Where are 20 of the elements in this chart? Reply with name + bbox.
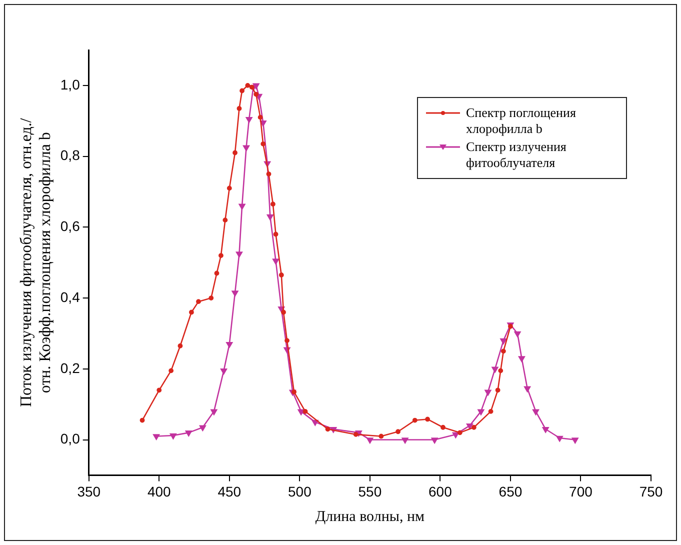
y-tick-label: 0,4 (60, 288, 80, 305)
x-tick-label: 350 (77, 483, 101, 500)
text: Поток излучения фитооблучателя, отн.ед./ (18, 118, 35, 408)
x-tick-label: 650 (498, 483, 522, 500)
y-tick-label: 0,6 (60, 218, 80, 234)
x-tick-label: 700 (569, 483, 593, 500)
x-tick-label: 550 (358, 483, 382, 500)
legend-label: Спектр поглощения хлорофилла b (466, 105, 577, 137)
x-tick-label: 600 (428, 483, 452, 500)
x-tick-label: 750 (639, 483, 663, 500)
x-tick-label: 500 (288, 483, 312, 500)
x-axis-title: Длина волны, нм (315, 508, 425, 525)
y-tick-label: 0,8 (60, 147, 80, 164)
x-tick-label: 450 (218, 483, 242, 500)
legend-label: Спектр излучения фитооблучателя (466, 139, 568, 171)
text: отн. Коэфф.поглощения хлорофилла b (37, 132, 54, 394)
y-tick-label: 0,2 (60, 360, 80, 376)
y-tick-label: 1,0 (60, 76, 80, 92)
x-tick-label: 400 (147, 483, 172, 500)
y-tick-label: 0,0 (60, 430, 80, 447)
